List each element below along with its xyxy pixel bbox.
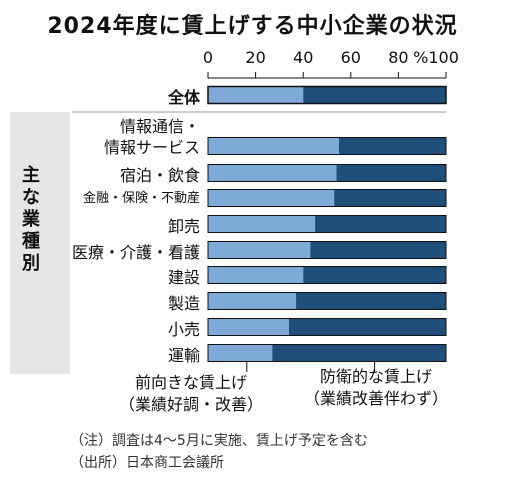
bar-defensive-raise [336, 164, 446, 182]
bar-positive-raise [208, 266, 304, 284]
category-label: 金融・保険・不動産 [83, 187, 200, 207]
category-label-line: 卸売 [167, 217, 200, 236]
chart-note: （注）調査は4～5月に実施、賃上げ予定を含む [70, 433, 368, 449]
bar-positive-raise [208, 189, 335, 207]
bar-positive-raise [208, 137, 339, 155]
bar-positive-raise [208, 164, 337, 182]
bar-outline [207, 241, 447, 259]
bar-defensive-raise [315, 215, 446, 233]
bar-defensive-raise [338, 137, 446, 155]
bar-defensive-raise [310, 241, 446, 259]
legend-label-line: （業績改善伴わず） [303, 389, 448, 408]
x-tick-label: 80 [388, 48, 409, 67]
category-label: 宿泊・飲食 [120, 162, 200, 185]
bar-defensive-raise [303, 86, 446, 104]
x-tick-label: 0 [202, 48, 214, 67]
bar-positive-raise [208, 318, 289, 336]
category-label: 建設 [168, 264, 200, 287]
category-label: 医療・介護・看護 [72, 239, 200, 262]
bar-defensive-raise [288, 318, 446, 336]
category-label-line: 情報サービス [103, 138, 200, 157]
industry-group-label: 主な業種別 [22, 165, 40, 274]
legend-defensive-raise: 防衛的な賃上げ （業績改善伴わず） [286, 366, 466, 410]
bar-defensive-raise [303, 266, 446, 284]
category-label-line: 医療・介護・看護 [71, 243, 200, 262]
bar-positive-raise [208, 292, 297, 310]
industry-group-panel [10, 112, 70, 374]
legend-positive-raise: 前向きな賃上げ （業績好調・改善） [101, 372, 281, 416]
category-label: 製造 [168, 290, 200, 313]
bar-outline [207, 189, 447, 207]
category-label-total: 全体 [168, 84, 200, 107]
category-label-line: 小売 [167, 320, 200, 339]
chart-title: 2024年度に賃上げする中小企業の状況 [47, 14, 458, 39]
bar-defensive-raise [334, 189, 446, 207]
bar-outline [207, 164, 447, 182]
bar-outline [207, 292, 447, 310]
category-label-line: 製造 [167, 294, 200, 313]
bar-positive-raise [208, 344, 273, 362]
bar-defensive-raise [296, 292, 446, 310]
bar-outline [207, 85, 447, 105]
legend-label-line: 前向きな賃上げ [134, 373, 247, 392]
category-label: 運輸 [168, 342, 200, 365]
bar-positive-raise [208, 215, 316, 233]
bar-positive-raise [208, 241, 311, 259]
legend-label-line: （業績好調・改善） [118, 395, 263, 414]
bar-outline [207, 137, 447, 155]
chart-source: （出所）日本商工会議所 [70, 455, 224, 471]
bar-defensive-raise [272, 344, 446, 362]
category-label-line: 建設 [167, 268, 200, 287]
category-label-line: 全体 [167, 88, 200, 107]
x-tick-label: 60 [340, 48, 361, 67]
category-label-line: 宿泊・飲食 [119, 166, 200, 185]
bar-outline [207, 318, 447, 336]
x-tick-label: %100 [413, 48, 459, 67]
category-label-line: 金融・保険・不動産 [82, 191, 200, 206]
legend-label-line: 防衛的な賃上げ [319, 367, 432, 386]
x-tick-label: 40 [293, 48, 314, 67]
bar-positive-raise [208, 86, 304, 104]
category-label: 卸売 [168, 213, 200, 236]
category-label: 情報通信・情報サービス [104, 116, 200, 158]
bar-outline [207, 344, 447, 362]
category-label-line: 運輸 [167, 346, 200, 365]
bar-outline [207, 266, 447, 284]
bar-outline [207, 215, 447, 233]
category-label-line: 情報通信・ [119, 117, 200, 136]
category-label: 小売 [168, 316, 200, 339]
x-tick-label: 20 [245, 48, 266, 67]
